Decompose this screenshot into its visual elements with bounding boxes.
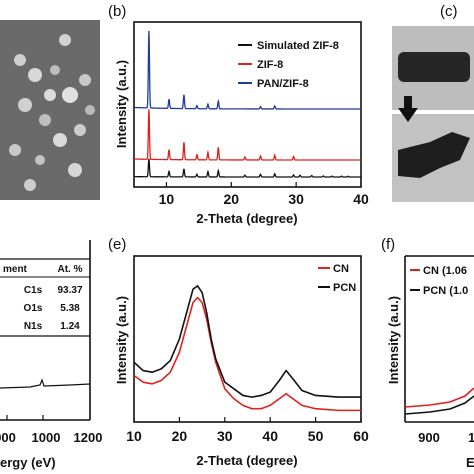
chart-b-xrd: 10 20 30 40 2-Theta (degree) Intensity (a.u…	[114, 21, 369, 226]
panel-d-xtick-1200: 1200	[74, 430, 103, 445]
table-cell-o1s: O1s	[24, 303, 43, 314]
panel-d-axis: 900 1000 1200 ergy (eV)	[0, 240, 102, 470]
table-cell-n1s: N1s	[24, 321, 43, 332]
panel-c-photos	[392, 26, 474, 202]
chart-b-xtick-label: 40	[353, 191, 369, 207]
chart-e-xtick-label: 10	[126, 428, 142, 444]
panel-label-e: (e)	[108, 236, 126, 253]
panel-d-xtick-900: 900	[0, 430, 16, 445]
chart-b-legend-label: Simulated ZIF-8	[257, 40, 339, 52]
chart-b-legend: Simulated ZIF-8 ZIF-8 PAN/ZIF-8	[238, 40, 339, 90]
chart-b-xlabel: 2-Theta (degree)	[196, 211, 297, 226]
chart-e-xtick-label: 30	[217, 428, 233, 444]
chart-e-frame	[133, 255, 362, 423]
chart-b-frame	[133, 21, 362, 188]
table-header-at-percent: At. %	[58, 264, 83, 275]
panel-a-sem-image	[0, 20, 100, 200]
table-header-element: ment	[3, 264, 28, 275]
chart-b-series-2	[133, 109, 361, 161]
panel-label-c: (c)	[440, 3, 458, 20]
chart-e-legend-label: CN	[333, 263, 349, 275]
chart-e-xtick-label: 40	[262, 428, 278, 444]
table-cell-c1s-value: 93.37	[57, 285, 82, 296]
chart-b-xtick-label: 20	[223, 191, 239, 207]
panel-d-spectrum-line	[0, 378, 91, 389]
panel-f-chart-fragment: CN (1.06 PCN (1.0 Intensity (a.u.) 900 1…	[386, 255, 474, 470]
panel-d-table: ment At. % C1s 93.37 O1s 5.38 N1s 1.24	[0, 258, 90, 337]
panel-f-xtick-partial: 1	[468, 430, 474, 445]
chart-e-xrd: 10 20 30 40 50 60 2-Theta (degree) Intensity …	[114, 255, 369, 468]
panel-f-ylabel: Intensity (a.u.)	[386, 296, 401, 384]
chart-e-xlabel: 2-Theta (degree)	[196, 453, 297, 468]
chart-b-legend-label: ZIF-8	[257, 59, 283, 71]
panel-f-pcn-curve	[404, 395, 474, 415]
panel-label-b: (b)	[108, 3, 126, 20]
table-cell-n1s-value: 1.24	[60, 321, 80, 332]
chart-b-series-1	[134, 158, 361, 178]
chart-b-legend-label: PAN/ZIF-8	[257, 78, 309, 90]
chart-e-xtick-label: 50	[308, 428, 324, 444]
panel-f-cn-curve	[404, 387, 474, 408]
chart-b-series-3	[133, 30, 361, 110]
panel-f-xlabel-fragment: E	[466, 455, 474, 470]
panel-label-f: (f)	[381, 236, 395, 253]
chart-e-xtick-label: 20	[172, 428, 188, 444]
panel-f-legend-pcn: PCN (1.0	[423, 285, 468, 297]
table-cell-c1s: C1s	[24, 285, 43, 296]
chart-e-series-pcn	[133, 285, 361, 398]
panel-d-xlabel: ergy (eV)	[0, 455, 56, 470]
chart-e-legend: CN PCN	[318, 263, 356, 294]
panel-f-xtick-900: 900	[418, 430, 440, 445]
chart-b-ylabel: Intensity (a.u.)	[114, 60, 129, 148]
table-cell-o1s-value: 5.38	[60, 303, 80, 314]
chart-b-xtick-label: 10	[159, 191, 175, 207]
down-arrow-icon	[398, 96, 418, 122]
photo-membrane-folded	[398, 132, 470, 178]
chart-e-series-cn	[133, 296, 361, 412]
chart-e-legend-label: PCN	[333, 282, 356, 294]
chart-e-ylabel: Intensity (a.u.)	[114, 296, 129, 384]
chart-e-xtick-label: 60	[353, 428, 369, 444]
panel-d-xtick-1000: 1000	[32, 430, 61, 445]
photo-membrane-intact	[398, 52, 470, 82]
chart-b-xtick-label: 30	[288, 191, 304, 207]
panel-f-legend-cn: CN (1.06	[423, 265, 467, 277]
